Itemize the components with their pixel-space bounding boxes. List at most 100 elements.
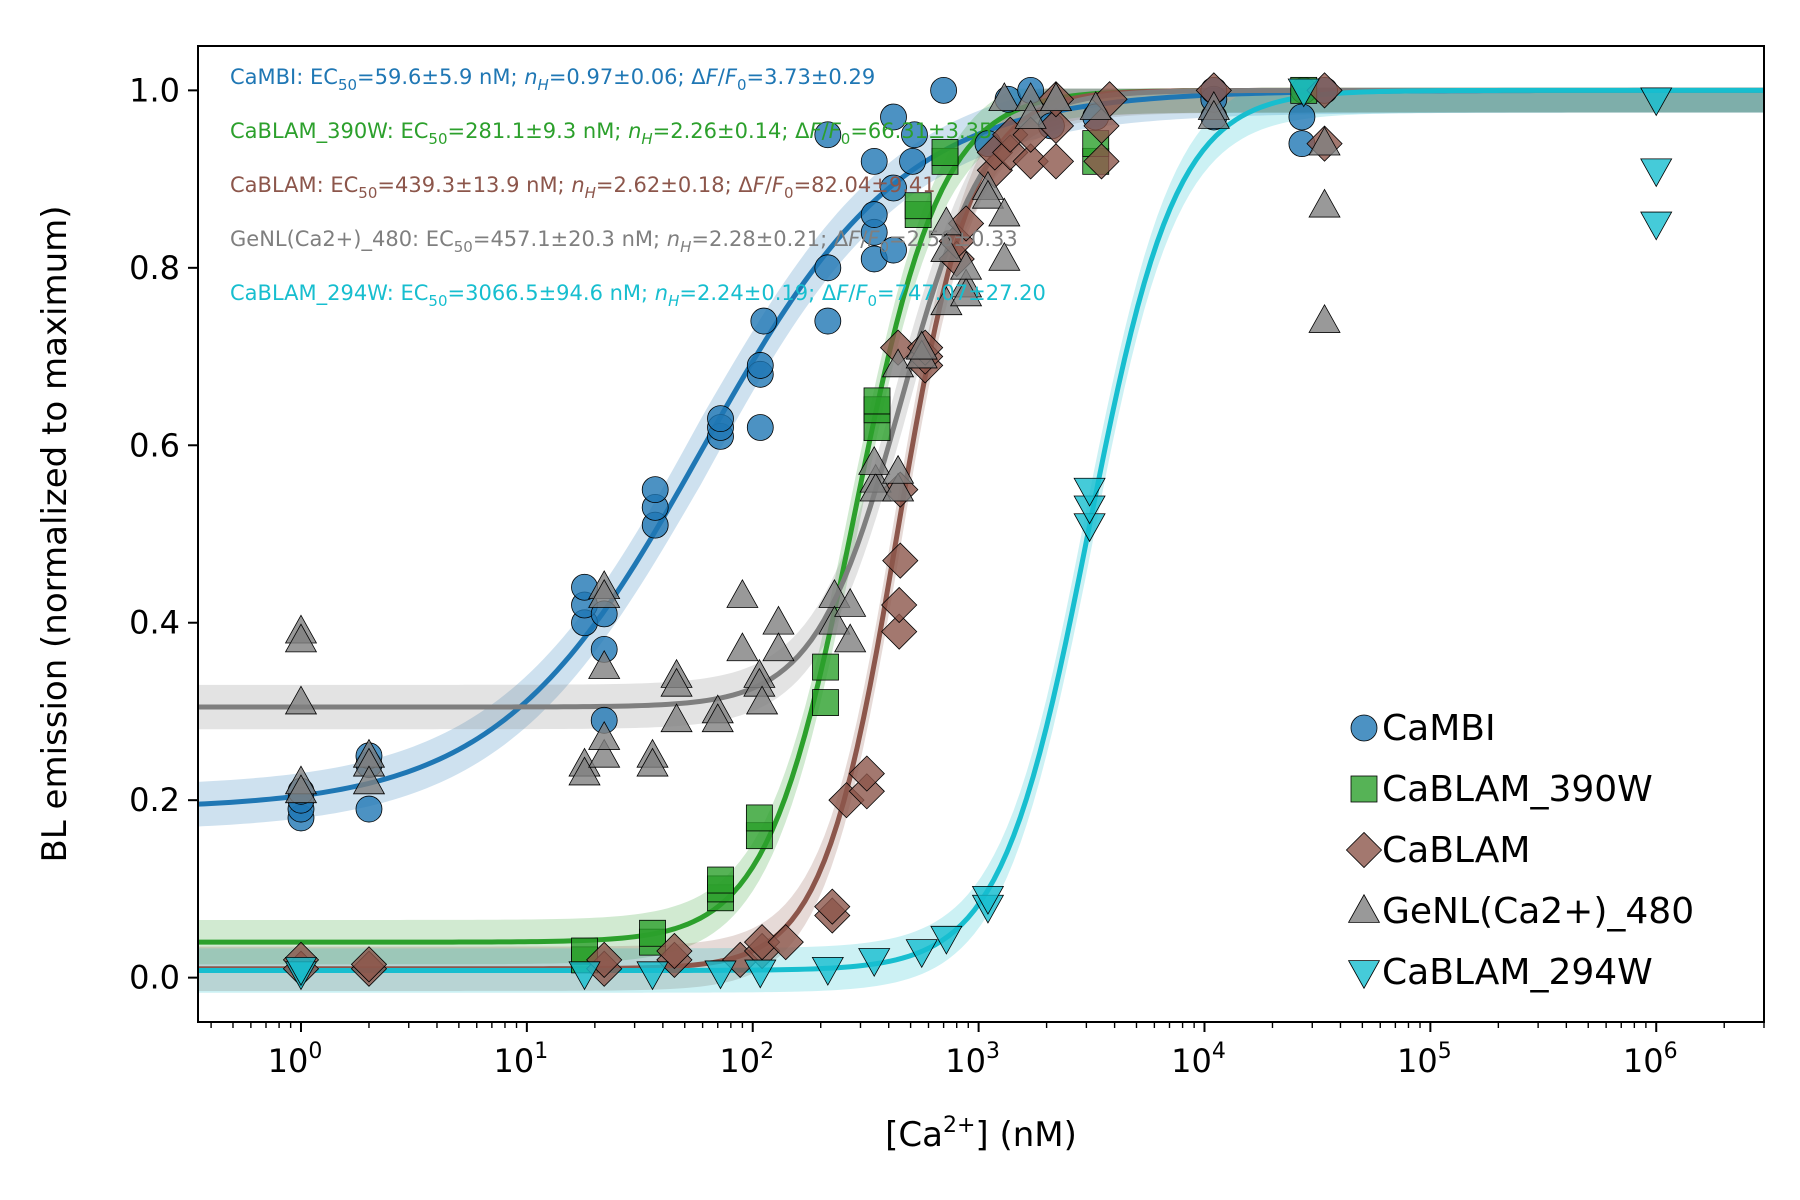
- x-tick-label-1: 101: [493, 1039, 548, 1080]
- data-point-3-50: [988, 241, 1021, 271]
- data-point-4-8: [905, 939, 938, 969]
- data-point-3-1: [284, 623, 318, 653]
- data-point-4-5: [744, 959, 777, 989]
- data-point-0-35: [930, 76, 958, 104]
- fit-annotation-4: CaBLAM_294W: EC50=3066.5±94.6 nM; nH=2.2…: [230, 281, 1046, 310]
- data-point-4-14: [1073, 477, 1106, 507]
- data-point-1-8: [745, 804, 773, 832]
- data-point-3-7: [352, 765, 386, 795]
- data-point-3-2: [284, 685, 318, 715]
- data-point-0-19: [746, 414, 774, 441]
- x-axis-title-superscript: 2+: [943, 1113, 975, 1138]
- data-point-3-19: [660, 703, 693, 733]
- plot-frame: [197, 45, 1765, 1023]
- data-point-3-11: [588, 579, 621, 608]
- data-point-0-45: [1288, 103, 1316, 131]
- data-point-4-2: [568, 961, 601, 991]
- y-tick-label-3: 0.6: [129, 426, 180, 464]
- legend-label-0: CaMBI: [1382, 708, 1496, 749]
- data-point-3-37: [881, 454, 915, 484]
- data-point-3-13: [588, 738, 621, 768]
- data-point-0-23: [814, 307, 842, 335]
- data-point-3-36: [881, 472, 915, 502]
- y-tick-label-0: 0.0: [129, 959, 180, 997]
- data-point-0-22: [750, 307, 778, 335]
- data-point-3-40: [905, 330, 938, 360]
- data-point-2-35: [1037, 107, 1075, 144]
- data-points: [282, 72, 1673, 991]
- y-axis: 0.0 0.2 0.4 0.6 0.8 1.0: [129, 71, 198, 997]
- data-point-3-38: [881, 348, 915, 378]
- data-point-2-32: [1012, 143, 1049, 180]
- y-axis-title: BL emission (normalized to maximum): [35, 205, 75, 862]
- legend-label-4: CaBLAM_294W: [1382, 952, 1653, 993]
- data-point-3-35: [858, 445, 891, 475]
- data-point-3-18: [660, 667, 693, 697]
- legend-label-2: CaBLAM: [1382, 830, 1530, 871]
- data-point-2-19: [882, 542, 919, 579]
- data-point-4-7: [858, 948, 891, 977]
- data-point-3-61: [1308, 303, 1341, 333]
- data-point-3-59: [1308, 126, 1341, 156]
- x-axis-title-main: [Ca: [885, 1115, 943, 1155]
- data-point-3-58: [1197, 99, 1230, 129]
- x-tick-label-0: 100: [268, 1039, 323, 1080]
- fit-band-0: [198, 88, 1764, 827]
- data-point-3-53: [1014, 99, 1047, 129]
- y-tick-label-5: 1.0: [129, 71, 180, 109]
- data-point-0-30: [880, 236, 907, 264]
- data-point-4-9: [930, 925, 963, 955]
- fit-annotations: CaMBI: EC50=59.6±5.9 nM; nH=0.97±0.06; Δ…: [230, 65, 1046, 310]
- data-point-2-11: [767, 924, 804, 961]
- data-point-3-26: [745, 685, 779, 715]
- x-axis-title: [Ca2+] (nM): [885, 1113, 1077, 1155]
- data-point-3-46: [949, 250, 983, 280]
- data-point-3-55: [1039, 82, 1073, 112]
- data-point-3-14: [588, 721, 621, 750]
- data-point-2-16: [848, 755, 885, 792]
- data-point-4-15: [1287, 78, 1320, 108]
- fit-annotation-1: CaBLAM_390W: EC50=281.1±9.3 nM; nH=2.26±…: [230, 119, 992, 148]
- data-point-4-1: [284, 956, 318, 986]
- data-point-1-15: [904, 192, 932, 220]
- data-point-2-37: [1083, 143, 1120, 180]
- data-point-1-9: [812, 689, 839, 716]
- x-tick-label-5: 105: [1397, 1039, 1452, 1080]
- y-tick-label-4: 0.8: [129, 249, 180, 287]
- legend-marker-4: [1347, 960, 1381, 990]
- data-point-2-13: [814, 888, 851, 925]
- data-point-3-9: [568, 756, 601, 786]
- data-point-0-21: [746, 352, 774, 379]
- data-point-2-18: [881, 586, 918, 624]
- data-point-1-3: [639, 919, 666, 947]
- data-point-0-24: [814, 254, 842, 282]
- data-point-0-34: [901, 121, 928, 149]
- data-point-3-48: [971, 179, 1005, 209]
- data-point-3-30: [818, 605, 851, 635]
- data-point-0-4: [355, 795, 383, 823]
- data-point-3-56: [1079, 91, 1112, 120]
- data-point-3-32: [834, 623, 867, 653]
- legend-marker-3: [1347, 893, 1381, 923]
- data-point-4-3: [636, 961, 669, 991]
- data-point-0-25: [814, 121, 842, 149]
- data-point-3-28: [762, 632, 795, 662]
- legend-marker-1: [1350, 775, 1378, 803]
- data-point-0-15: [641, 476, 669, 504]
- x-tick-label-4: 104: [1171, 1039, 1226, 1080]
- data-point-0-31: [880, 174, 907, 202]
- data-point-1-10: [812, 653, 839, 681]
- data-point-0-29: [860, 147, 888, 175]
- data-point-4-6: [811, 956, 844, 986]
- data-point-3-49: [988, 197, 1021, 227]
- data-point-1-13: [863, 387, 891, 415]
- data-point-3-16: [636, 747, 669, 777]
- data-point-2-27: [947, 205, 985, 242]
- data-point-3-31: [834, 587, 867, 617]
- data-point-3-4: [284, 774, 318, 804]
- data-point-4-17: [1640, 158, 1673, 188]
- fit-annotation-3: GeNL(Ca2+)_480: EC50=457.1±20.3 nM; nH=2…: [230, 227, 1018, 256]
- data-point-2-3: [350, 946, 388, 983]
- data-point-3-42: [930, 233, 963, 262]
